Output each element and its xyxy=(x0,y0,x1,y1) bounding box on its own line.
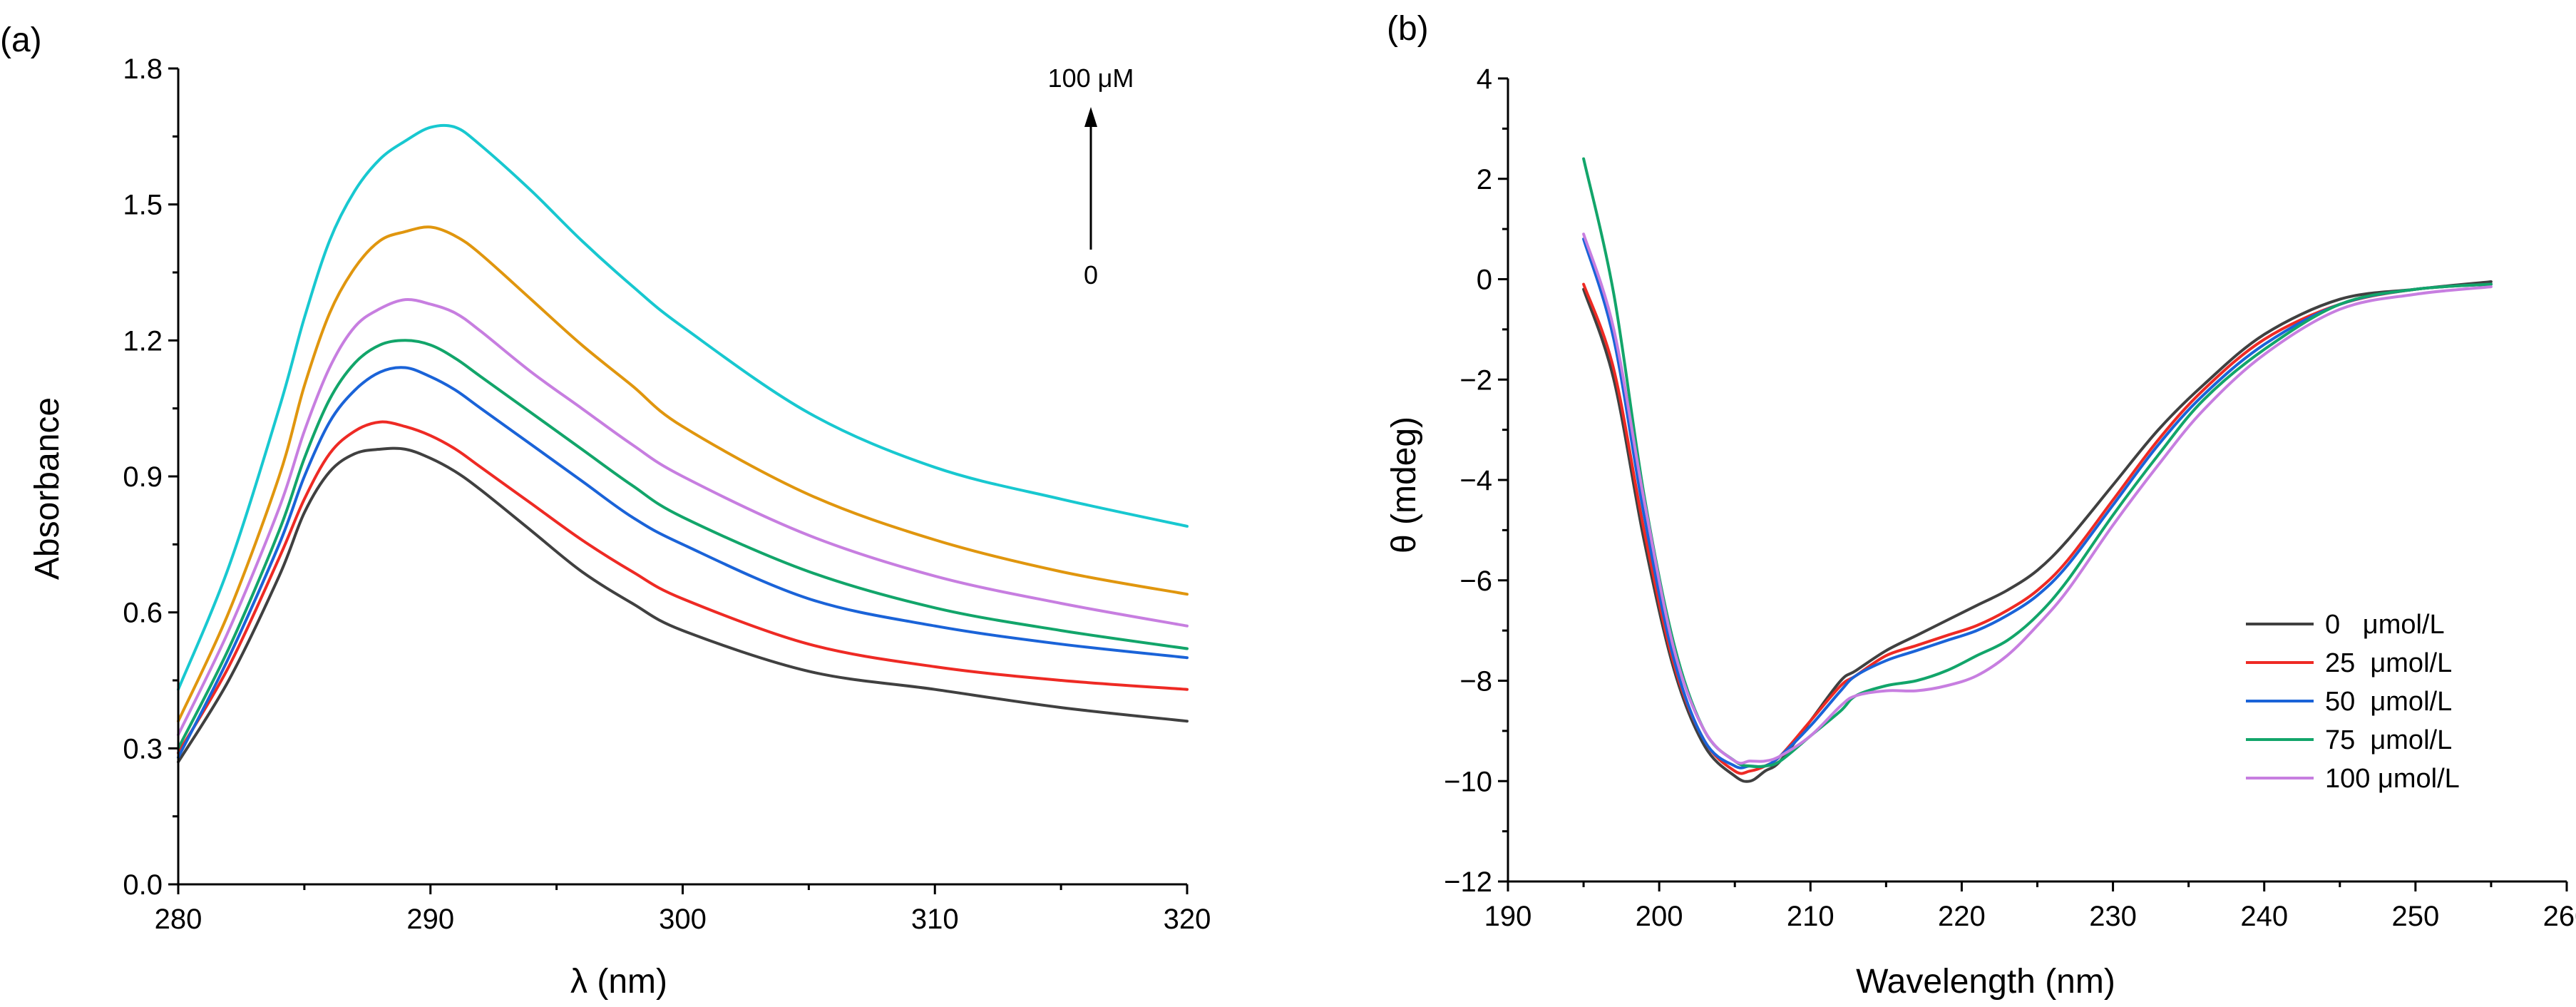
panel-a-series-line-4 xyxy=(177,297,1189,737)
panel-a-absorbance-chart: (a) 280 290 300 310 320 0.0 0.3 0.6 0.9 1.2 1.5 1.8… xyxy=(0,21,1211,1001)
panel-a-series-line-5 xyxy=(177,225,1189,723)
panel-b-x-tick-label: 210 xyxy=(1787,901,1834,932)
panel-a-y-tick-label: 1.8 xyxy=(123,53,163,85)
panel-a-x-axis-title: λ (nm) xyxy=(570,963,667,1001)
panel-a-concentration-annotation: 100 μM 0 xyxy=(1048,63,1134,290)
panel-b-x-tick-label: 230 xyxy=(2089,901,2137,932)
legend-entry-1: 25 μmol/L xyxy=(2325,648,2452,678)
panel-a-y-tick-label: 1.2 xyxy=(123,325,163,357)
panel-a-y-tick-label: 1.5 xyxy=(123,190,163,221)
panel-a-series-group xyxy=(177,123,1189,764)
panel-b-x-tick-label: 200 xyxy=(1636,901,1683,932)
panel-b-y-tick-label: 2 xyxy=(1477,164,1492,195)
annotation-bottom-label: 0 xyxy=(1084,260,1098,290)
panel-a-label: (a) xyxy=(0,21,42,59)
panel-b-axes: 190 200 210 220 230 240 250 260 −12 −10 −8 −6 −4 −2 0 2… xyxy=(1444,63,2576,932)
panel-a-y-tick-label: 0.9 xyxy=(123,461,163,493)
panel-b-x-tick-label: 240 xyxy=(2240,901,2288,932)
panel-a-x-tick-label: 300 xyxy=(659,904,707,935)
panel-a-series-line-6 xyxy=(177,123,1189,691)
panel-a-x-tick-label: 310 xyxy=(911,904,959,935)
panel-a-series-line-0 xyxy=(177,446,1189,764)
panel-a-x-tick-label: 320 xyxy=(1164,904,1211,935)
panel-b-x-tick-label: 220 xyxy=(1938,901,1986,932)
legend-entry-3: 75 μmol/L xyxy=(2325,725,2452,755)
panel-b-label: (b) xyxy=(1387,10,1429,48)
panel-a-y-tick-label: 0.3 xyxy=(123,733,163,765)
panel-b-x-tick-label: 190 xyxy=(1484,901,1532,932)
panel-a-x-tick-label: 280 xyxy=(155,904,202,935)
panel-b-series-line-4 xyxy=(1582,232,2493,765)
panel-b-cd-spectra-chart: (b) 190200210220230240250260−12−10−8−6−4… xyxy=(1385,10,2576,1001)
panel-a-axes: 280 290 300 310 320 0.0 0.3 0.6 0.9 1.2 1.5 1.8 xyxy=(123,53,1211,935)
panel-a-x-tick-label: 290 xyxy=(406,904,454,935)
panel-b-legend: 0 μmol/L 25 μmol/L 50 μmol/L 75 μmol/L 100 μ… xyxy=(2246,610,2460,794)
panel-a-series-line-3 xyxy=(177,339,1189,750)
panel-a-y-tick-label: 0.6 xyxy=(123,598,163,629)
panel-b-x-tick-label: 260 xyxy=(2543,901,2576,932)
annotation-top-label: 100 μM xyxy=(1048,63,1134,93)
panel-b-y-tick-label: −12 xyxy=(1444,867,1492,898)
panel-b-x-tick-label: 250 xyxy=(2391,901,2439,932)
panel-b-y-tick-label: 4 xyxy=(1477,63,1492,95)
annotation-arrow-head xyxy=(1084,107,1097,127)
legend-entry-0: 0 μmol/L xyxy=(2325,610,2445,640)
panel-a-series-line-2 xyxy=(177,366,1189,759)
panel-b-y-tick-label: −8 xyxy=(1459,666,1492,697)
panel-b-x-axis-title: Wavelength (nm) xyxy=(1856,963,2115,1001)
panel-a-y-axis-title: Absorbance xyxy=(29,397,66,580)
panel-b-series-group xyxy=(1582,157,2493,783)
panel-b-y-tick-label: −4 xyxy=(1459,465,1492,496)
panel-a-series-line-1 xyxy=(177,420,1189,755)
panel-b-series-line-2 xyxy=(1582,237,2493,770)
panel-b-y-tick-label: −2 xyxy=(1459,364,1492,396)
panel-b-y-axis-title: θ (mdeg) xyxy=(1385,416,1423,553)
legend-entry-2: 50 μmol/L xyxy=(2325,687,2452,717)
legend-entry-4: 100 μmol/L xyxy=(2325,764,2460,794)
panel-b-y-tick-label: −10 xyxy=(1444,766,1492,797)
panel-b-y-tick-label: −6 xyxy=(1459,566,1492,597)
panel-a-y-tick-label: 0.0 xyxy=(123,869,163,901)
panel-b-y-tick-label: 0 xyxy=(1477,265,1492,296)
